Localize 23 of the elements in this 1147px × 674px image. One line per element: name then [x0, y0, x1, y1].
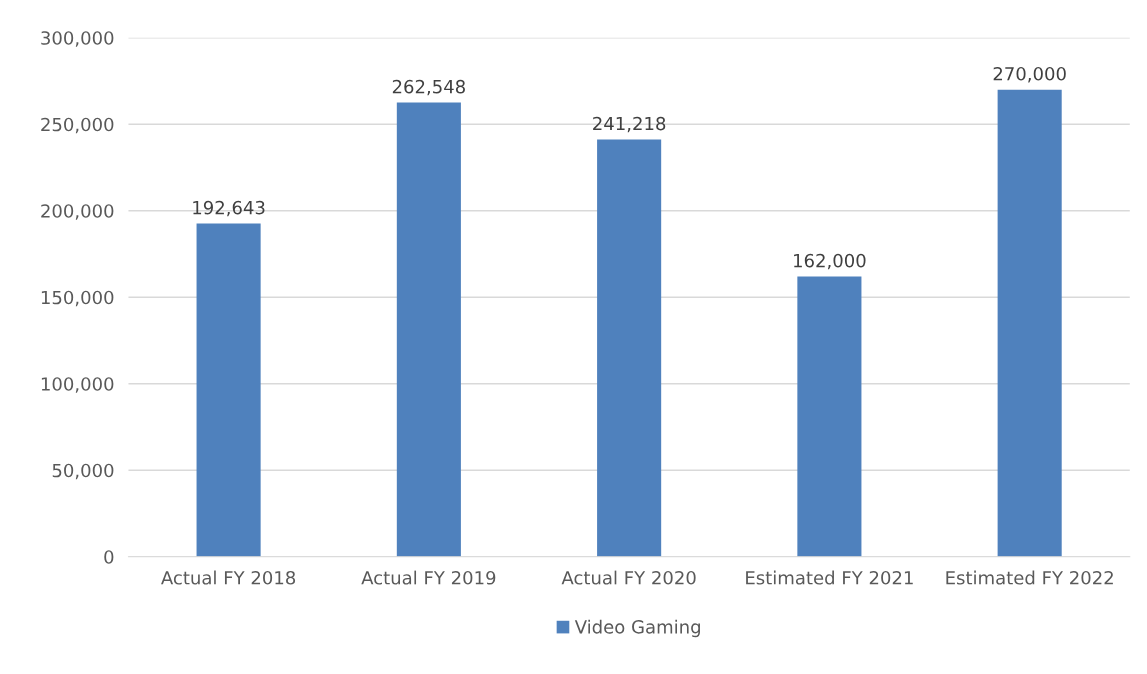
y-tick-label: 300,000 — [41, 31, 114, 47]
y-tick-label: 150,000 — [41, 290, 114, 307]
bar — [597, 139, 662, 557]
y-tick-label: 250,000 — [41, 117, 114, 134]
bar — [196, 223, 261, 557]
legend-label: Video Gaming — [574, 619, 700, 638]
y-tick-label: 100,000 — [41, 377, 114, 393]
text: 241,218 — [593, 116, 666, 133]
text: 192,643 — [193, 200, 265, 217]
x-tick-label: Estimated FY 2021 — [746, 570, 913, 585]
text: 162,000 — [794, 253, 866, 270]
y-tick-label: 50,000 — [52, 463, 114, 480]
bar — [997, 89, 1062, 557]
x-tick-label: Actual FY 2019 — [361, 570, 496, 585]
bar — [797, 276, 862, 557]
text: 262,548 — [392, 79, 465, 96]
x-tick-label: Estimated FY 2022 — [946, 570, 1113, 585]
text: 270,000 — [993, 66, 1066, 83]
bar — [396, 102, 461, 557]
x-tick-label: Actual FY 2020 — [561, 570, 696, 585]
x-tick-label: Actual FY 2018 — [161, 570, 296, 585]
y-tick-label: 0 — [104, 550, 114, 564]
y-tick-label: 200,000 — [41, 204, 114, 220]
